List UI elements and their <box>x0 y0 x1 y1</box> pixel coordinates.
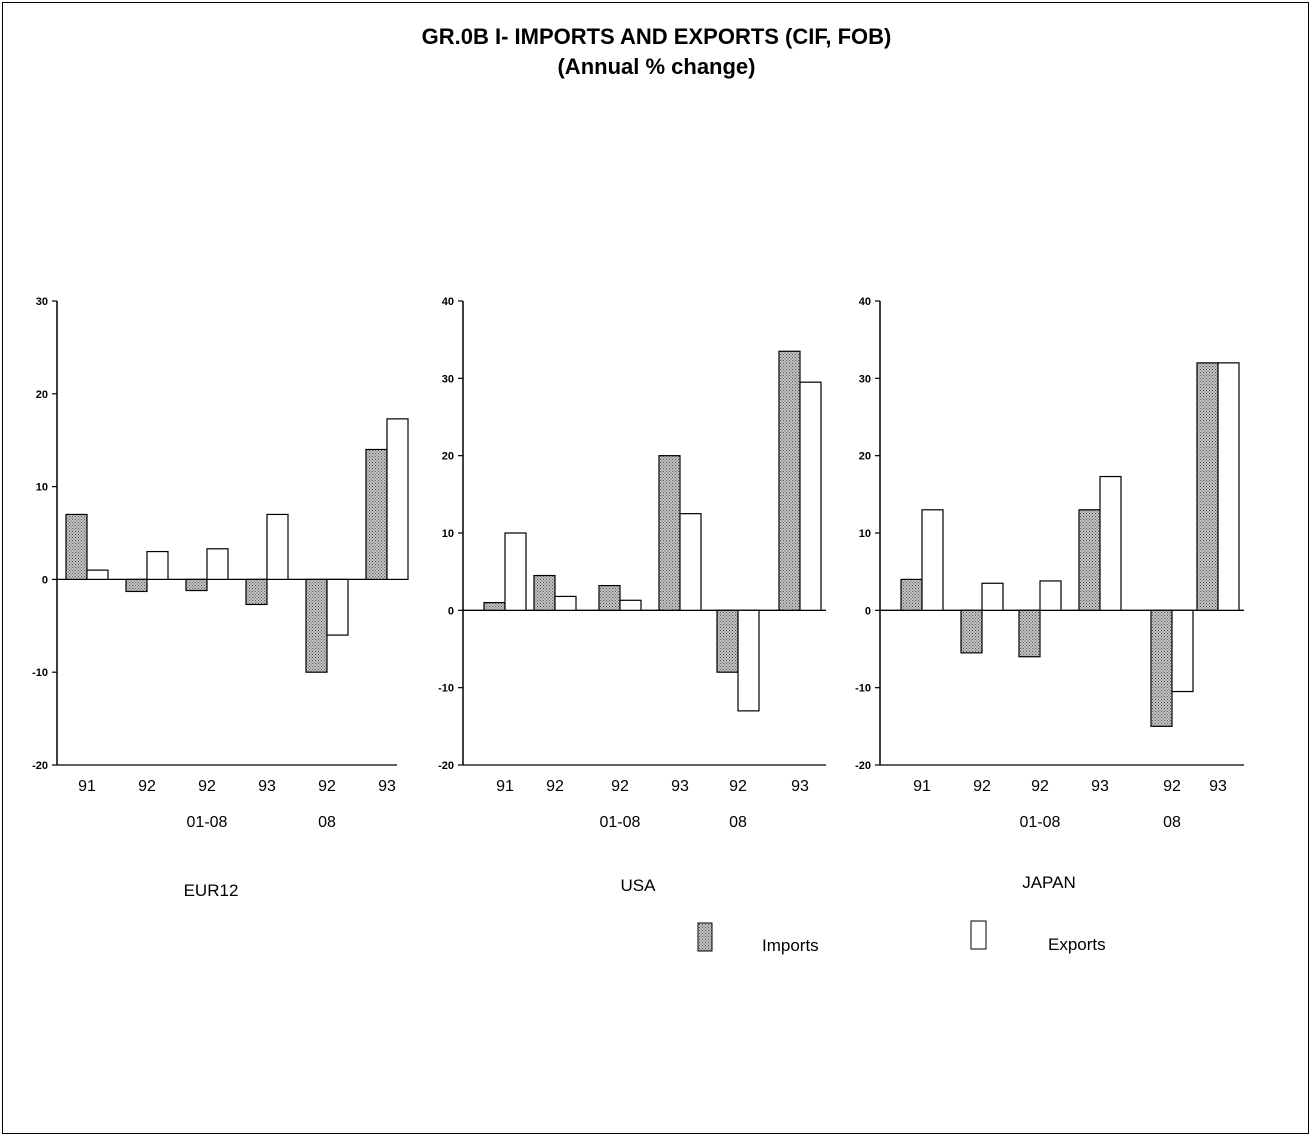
y-tick-label: -20 <box>438 760 454 772</box>
bar-exports-2 <box>619 599 642 611</box>
bar-imports-0 <box>483 601 506 611</box>
bar-exports-4 <box>737 609 760 712</box>
x-tick-label: 92 <box>198 778 216 795</box>
bar-exports-5 <box>386 418 409 580</box>
y-tick-label: 0 <box>448 605 454 617</box>
bar-exports-3 <box>679 513 702 611</box>
y-tick-label: 30 <box>36 296 48 308</box>
bar-imports-5 <box>778 350 801 611</box>
y-tick-label: -20 <box>855 760 871 772</box>
bar-imports-4 <box>305 578 328 673</box>
y-tick-label: 20 <box>859 451 871 463</box>
x-tick-label: 91 <box>496 778 514 795</box>
bar-exports-2 <box>1039 580 1062 611</box>
panel-usa: -20 -10 0 10 20 30 40 91 92 92 01-08 93 92 08 93 USA <box>438 296 826 895</box>
x-tick-label: 92 <box>611 778 629 795</box>
bar-imports-3 <box>1078 509 1101 611</box>
bar-imports-1 <box>125 578 148 593</box>
legend-imports-label: Imports <box>762 936 819 955</box>
chart-subtitle: (Annual % change) <box>557 54 756 79</box>
panel-eur12: -20 -10 0 10 20 30 91 92 92 01-08 93 92 08 93 EUR12 <box>32 296 409 900</box>
x-tick-sublabel: 08 <box>1163 814 1181 831</box>
x-tick-label: 92 <box>138 778 156 795</box>
x-tick-sublabel: 01-08 <box>187 814 228 831</box>
x-tick-label: 93 <box>378 778 396 795</box>
x-tick-sublabel: 08 <box>318 814 336 831</box>
legend-exports-label: Exports <box>1048 935 1106 954</box>
bar-imports-3 <box>245 578 268 606</box>
y-tick-label: -10 <box>438 683 454 695</box>
y-tick-label: -20 <box>32 760 48 772</box>
bar-imports-1 <box>533 574 556 611</box>
y-tick-label: 20 <box>36 389 48 401</box>
x-tick-label: 92 <box>1163 778 1181 795</box>
legend-imports-swatch <box>697 922 713 952</box>
x-tick-label: 92 <box>318 778 336 795</box>
bar-exports-1 <box>146 550 169 580</box>
y-tick-label: 10 <box>859 528 871 540</box>
bar-exports-1 <box>981 582 1004 611</box>
x-tick-label: 93 <box>671 778 689 795</box>
bar-exports-3 <box>1099 475 1122 611</box>
bar-exports-5 <box>1217 362 1240 611</box>
bar-imports-3 <box>658 455 681 611</box>
chart-title: GR.0B I- IMPORTS AND EXPORTS (CIF, FOB) <box>421 24 892 49</box>
legend: Imports Exports <box>697 920 1106 955</box>
bar-imports-2 <box>598 584 621 611</box>
bar-exports-1 <box>554 595 577 611</box>
bar-exports-0 <box>86 569 109 580</box>
x-tick-label: 92 <box>729 778 747 795</box>
panel-label: EUR12 <box>184 881 239 900</box>
x-tick-sublabel: 01-08 <box>600 814 641 831</box>
y-tick-label: 40 <box>442 296 454 308</box>
y-tick-label: 10 <box>442 528 454 540</box>
y-tick-label: 0 <box>865 605 871 617</box>
bar-imports-4 <box>1150 609 1173 727</box>
bar-imports-0 <box>65 513 88 581</box>
y-tick-label: 20 <box>442 451 454 463</box>
bar-imports-4 <box>716 609 739 673</box>
panel-label: USA <box>621 876 657 895</box>
x-tick-label: 92 <box>546 778 564 795</box>
bar-exports-5 <box>799 381 822 611</box>
chart-title-block: GR.0B I- IMPORTS AND EXPORTS (CIF, FOB) … <box>0 22 1313 82</box>
panel-label: JAPAN <box>1022 873 1076 892</box>
x-tick-label: 93 <box>258 778 276 795</box>
y-tick-label: 30 <box>442 373 454 385</box>
y-tick-label: -10 <box>855 683 871 695</box>
legend-exports-swatch <box>970 920 987 950</box>
x-tick-label: 93 <box>791 778 809 795</box>
bar-imports-2 <box>1018 609 1041 658</box>
bar-exports-0 <box>504 532 527 611</box>
bar-exports-2 <box>206 548 229 581</box>
bar-imports-5 <box>1196 362 1219 611</box>
y-tick-label: 10 <box>36 482 48 494</box>
x-tick-label: 92 <box>973 778 991 795</box>
x-tick-label: 92 <box>1031 778 1049 795</box>
bar-imports-2 <box>185 578 208 592</box>
x-tick-label: 91 <box>78 778 96 795</box>
x-tick-label: 91 <box>913 778 931 795</box>
x-tick-label: 93 <box>1091 778 1109 795</box>
x-tick-sublabel: 01-08 <box>1020 814 1061 831</box>
y-tick-label: -10 <box>32 667 48 679</box>
x-tick-sublabel: 08 <box>729 814 747 831</box>
panel-japan: -20 -10 0 10 20 30 40 91 92 92 01-08 93 92 08 93 JAPAN <box>855 296 1244 892</box>
bar-exports-3 <box>266 513 289 581</box>
bar-imports-1 <box>960 609 983 654</box>
bar-imports-5 <box>365 448 388 581</box>
x-tick-label: 93 <box>1209 778 1227 795</box>
bar-exports-4 <box>326 578 349 636</box>
y-tick-label: 30 <box>859 373 871 385</box>
y-tick-label: 0 <box>42 574 48 586</box>
bar-exports-0 <box>921 509 944 611</box>
y-tick-label: 40 <box>859 296 871 308</box>
bar-imports-0 <box>900 578 923 611</box>
bar-exports-4 <box>1171 609 1194 693</box>
